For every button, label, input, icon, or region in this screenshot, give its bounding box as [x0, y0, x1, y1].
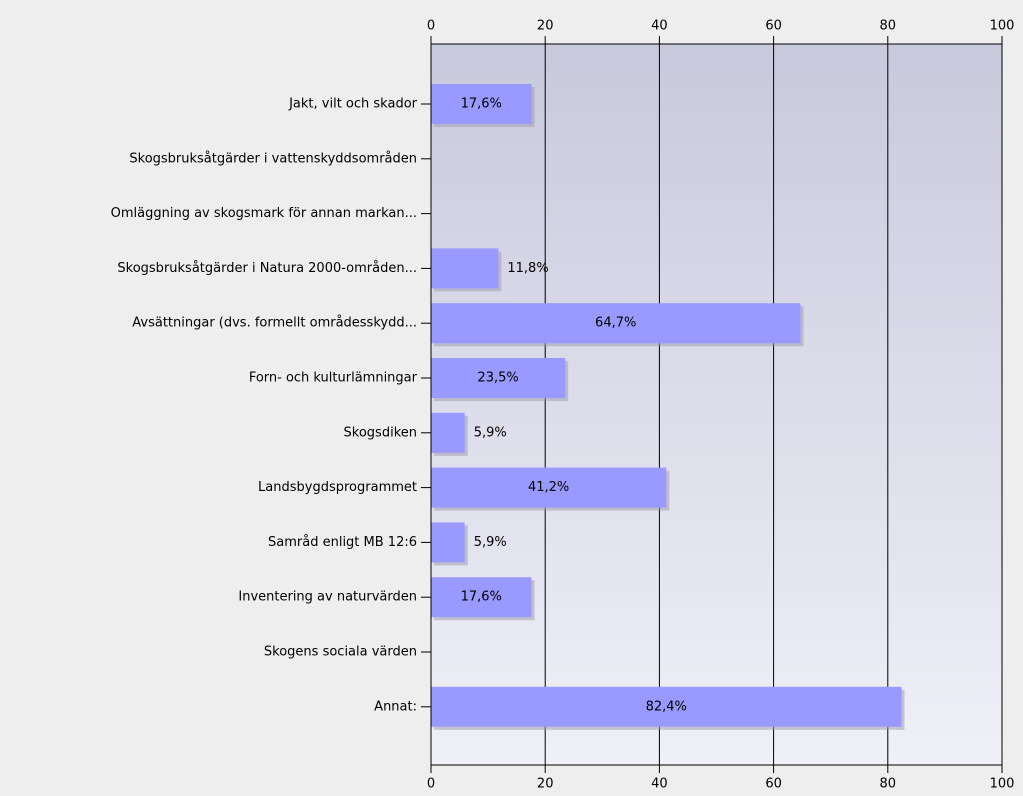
bar — [431, 686, 902, 727]
x-tick-label: 100 — [990, 19, 1015, 34]
x-tick-label: 40 — [651, 19, 668, 34]
y-tick-label: Skogsbruksåtgärder i Natura 2000-områden… — [117, 261, 417, 276]
bar — [431, 303, 801, 344]
bar — [431, 358, 566, 398]
x-tick-label: 60 — [765, 19, 782, 34]
value-label: 82,4% — [646, 699, 687, 714]
x-tick-label: 20 — [537, 777, 554, 792]
x-tick-label: 40 — [651, 777, 668, 792]
bar — [431, 84, 532, 124]
plot-area — [431, 44, 1002, 765]
bar — [431, 467, 667, 508]
y-tick-label: Avsättningar (dvs. formellt områdesskydd… — [132, 316, 417, 331]
y-tick-label: Omläggning av skogsmark för annan markan… — [111, 206, 417, 221]
bar — [431, 577, 532, 618]
x-tick-label: 80 — [880, 19, 897, 34]
y-tick-label: Skogens sociala värden — [264, 645, 417, 660]
x-tick-label: 100 — [990, 777, 1015, 792]
value-label: 5,9% — [474, 535, 507, 550]
y-tick-label: Skogsbruksåtgärder i vattenskyddsområden — [129, 151, 417, 166]
x-tick-label: 80 — [880, 777, 897, 792]
value-label: 17,6% — [461, 590, 502, 605]
y-tick-label: Inventering av naturvärden — [238, 590, 417, 605]
y-tick-label: Forn- och kulturlämningar — [249, 371, 418, 386]
bar — [431, 522, 465, 563]
value-label: 5,9% — [474, 425, 507, 440]
bar — [431, 412, 465, 453]
y-tick-label: Jakt, vilt och skador — [288, 97, 418, 112]
value-label: 11,8% — [507, 261, 548, 276]
value-label: 17,6% — [461, 97, 502, 112]
y-tick-label: Landsbygdsprogrammet — [258, 480, 417, 495]
y-tick-label: Skogsdiken — [344, 425, 417, 440]
value-label: 23,5% — [477, 371, 518, 386]
value-label: 64,7% — [595, 316, 636, 331]
bar — [431, 248, 499, 289]
x-tick-label: 60 — [765, 777, 782, 792]
y-tick-label: Annat: — [374, 699, 417, 714]
x-tick-label: 0 — [427, 777, 435, 792]
value-label: 41,2% — [528, 480, 569, 495]
x-tick-label: 0 — [427, 19, 435, 34]
y-tick-label: Samråd enligt MB 12:6 — [268, 535, 417, 550]
x-tick-label: 20 — [537, 19, 554, 34]
